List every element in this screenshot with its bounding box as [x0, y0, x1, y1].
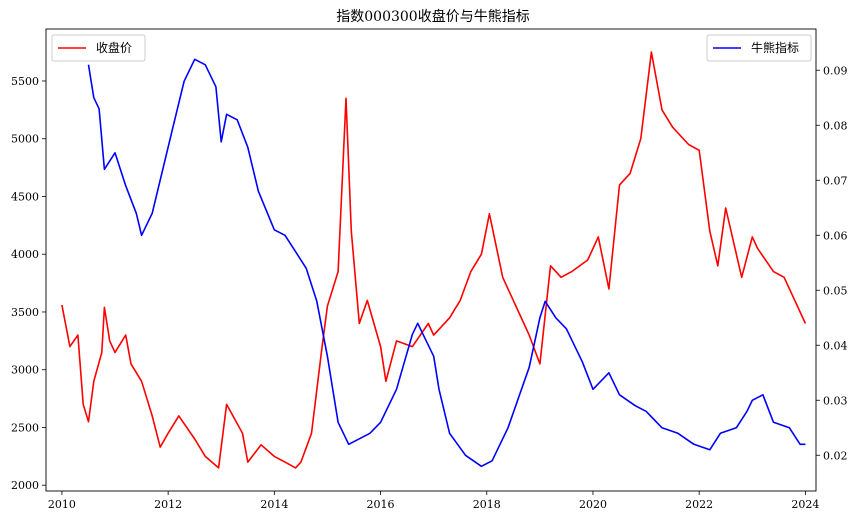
- legend-left: 收盘价: [51, 34, 146, 62]
- x-axis: 2010 2012 2014 2016 2018 2020 2022 2024: [48, 491, 819, 511]
- y-left-tick-label: 2500: [11, 421, 39, 434]
- y-right-tick-label: 0.04: [823, 339, 848, 352]
- y-left-tick-label: 5500: [11, 75, 39, 88]
- y-right-tick-label: 0.08: [823, 119, 848, 132]
- x-tick-label: 2024: [791, 498, 819, 511]
- legend-left-box: [51, 34, 146, 62]
- plot-frame: [45, 28, 817, 492]
- y-left-tick-label: 4000: [11, 248, 39, 261]
- x-tick-label: 2010: [48, 498, 76, 511]
- y-left-tick-label: 4500: [11, 190, 39, 203]
- y-left-tick-label: 2000: [11, 479, 39, 492]
- y-right-tick-label: 0.03: [823, 394, 848, 407]
- series-line-close-price: [61, 51, 807, 469]
- legend-right: 牛熊指标: [706, 34, 812, 62]
- legend-right-box: [706, 34, 812, 62]
- y-right-tick-label: 0.07: [823, 174, 848, 187]
- y-right-tick-label: 0.09: [823, 64, 848, 77]
- y-right-tick-label: 0.02: [823, 449, 848, 462]
- chart-title: 指数000300收盘价与牛熊指标: [336, 8, 529, 25]
- y-axis-left: 2000 2500 3000 3500 4000 4500 5000 5500: [11, 75, 46, 492]
- y-right-tick-label: 0.06: [823, 229, 848, 242]
- x-tick-label: 2018: [473, 498, 501, 511]
- series-line-bull-bear-indicator: [87, 58, 806, 468]
- legend-right-label: 牛熊指标: [751, 40, 799, 55]
- y-left-tick-label: 3000: [11, 364, 39, 377]
- x-tick-label: 2020: [579, 498, 607, 511]
- x-tick-label: 2022: [685, 498, 713, 511]
- y-left-tick-label: 5000: [11, 133, 39, 146]
- legend-left-label: 收盘价: [96, 40, 132, 55]
- y-left-tick-label: 3500: [11, 306, 39, 319]
- x-tick-label: 2012: [154, 498, 182, 511]
- x-tick-label: 2016: [367, 498, 395, 511]
- y-axis-right: 0.02 0.03 0.04 0.05 0.06 0.07 0.08 0.09: [816, 64, 848, 462]
- plot-area: [45, 28, 817, 492]
- y-right-tick-label: 0.05: [823, 284, 848, 297]
- x-tick-label: 2014: [260, 498, 288, 511]
- series-layer: [61, 51, 807, 469]
